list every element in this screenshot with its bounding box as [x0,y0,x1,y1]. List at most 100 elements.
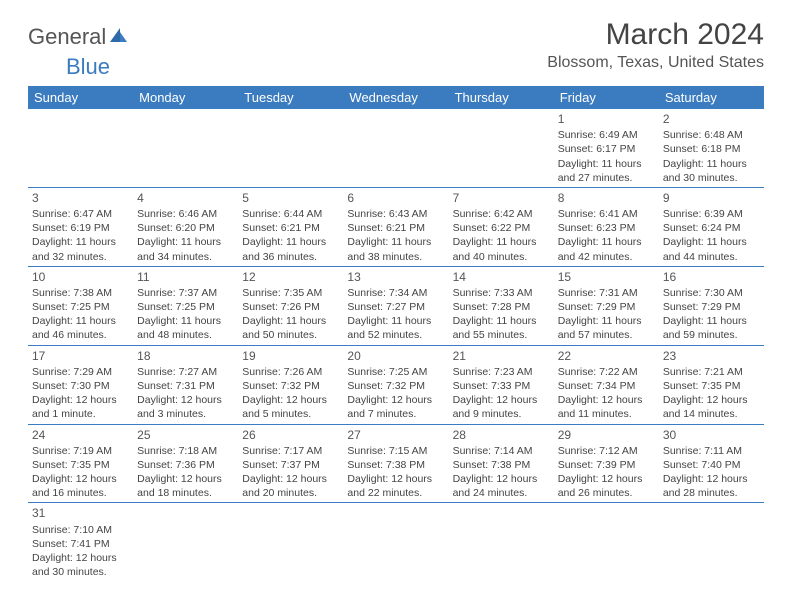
day-detail-line: Sunrise: 7:34 AM [347,286,444,300]
calendar-day-cell: 14Sunrise: 7:33 AMSunset: 7:28 PMDayligh… [449,266,554,345]
day-number: 1 [558,111,655,127]
day-detail-line: and 16 minutes. [32,486,129,500]
day-detail-line: Sunset: 7:36 PM [137,458,234,472]
calendar-day-cell [133,503,238,581]
weekday-header: Sunday [28,86,133,109]
calendar-week-row: 3Sunrise: 6:47 AMSunset: 6:19 PMDaylight… [28,187,764,266]
title-block: March 2024 Blossom, Texas, United States [547,18,764,72]
day-number: 8 [558,190,655,206]
day-detail-line: and 32 minutes. [32,250,129,264]
calendar-week-row: 10Sunrise: 7:38 AMSunset: 7:25 PMDayligh… [28,266,764,345]
day-detail-line: Daylight: 11 hours [663,235,760,249]
day-detail-line: Daylight: 12 hours [453,472,550,486]
calendar-day-cell [133,109,238,187]
day-number: 16 [663,269,760,285]
weekday-header: Thursday [449,86,554,109]
calendar-day-cell: 18Sunrise: 7:27 AMSunset: 7:31 PMDayligh… [133,345,238,424]
day-detail-line: Daylight: 11 hours [137,314,234,328]
day-detail-line: Sunrise: 7:25 AM [347,365,444,379]
day-detail-line: Daylight: 12 hours [663,472,760,486]
day-detail-line: Sunrise: 7:26 AM [242,365,339,379]
calendar-day-cell: 16Sunrise: 7:30 AMSunset: 7:29 PMDayligh… [659,266,764,345]
calendar-day-cell: 17Sunrise: 7:29 AMSunset: 7:30 PMDayligh… [28,345,133,424]
day-number: 11 [137,269,234,285]
weekday-header: Saturday [659,86,764,109]
day-detail-line: Sunrise: 7:21 AM [663,365,760,379]
day-detail-line: and 50 minutes. [242,328,339,342]
day-detail-line: Sunset: 7:27 PM [347,300,444,314]
day-detail-line: Sunrise: 7:33 AM [453,286,550,300]
calendar-day-cell: 2Sunrise: 6:48 AMSunset: 6:18 PMDaylight… [659,109,764,187]
day-detail-line: Sunrise: 7:30 AM [663,286,760,300]
logo-text-general: General [28,24,106,50]
day-detail-line: Daylight: 12 hours [453,393,550,407]
day-detail-line: Sunset: 7:35 PM [663,379,760,393]
day-detail-line: Sunset: 7:25 PM [137,300,234,314]
day-detail-line: Sunrise: 7:37 AM [137,286,234,300]
calendar-day-cell: 7Sunrise: 6:42 AMSunset: 6:22 PMDaylight… [449,187,554,266]
day-detail-line: and 44 minutes. [663,250,760,264]
day-number: 5 [242,190,339,206]
calendar-week-row: 31Sunrise: 7:10 AMSunset: 7:41 PMDayligh… [28,503,764,581]
calendar-day-cell: 20Sunrise: 7:25 AMSunset: 7:32 PMDayligh… [343,345,448,424]
calendar-day-cell: 31Sunrise: 7:10 AMSunset: 7:41 PMDayligh… [28,503,133,581]
weekday-header: Monday [133,86,238,109]
day-number: 24 [32,427,129,443]
day-detail-line: Sunrise: 6:43 AM [347,207,444,221]
day-detail-line: Daylight: 12 hours [558,393,655,407]
day-detail-line: Daylight: 11 hours [32,235,129,249]
day-detail-line: and 5 minutes. [242,407,339,421]
day-detail-line: Sunset: 7:39 PM [558,458,655,472]
day-detail-line: Sunrise: 7:29 AM [32,365,129,379]
day-detail-line: and 20 minutes. [242,486,339,500]
day-detail-line: and 55 minutes. [453,328,550,342]
day-detail-line: Sunset: 7:31 PM [137,379,234,393]
day-detail-line: Sunrise: 6:41 AM [558,207,655,221]
day-number: 22 [558,348,655,364]
logo: General [28,24,128,50]
day-detail-line: Daylight: 12 hours [137,472,234,486]
day-detail-line: Sunrise: 7:35 AM [242,286,339,300]
calendar-day-cell: 9Sunrise: 6:39 AMSunset: 6:24 PMDaylight… [659,187,764,266]
day-detail-line: and 27 minutes. [558,171,655,185]
calendar-day-cell [343,109,448,187]
day-number: 29 [558,427,655,443]
day-number: 20 [347,348,444,364]
day-detail-line: Sunset: 6:18 PM [663,142,760,156]
day-number: 28 [453,427,550,443]
day-detail-line: Daylight: 11 hours [558,157,655,171]
day-detail-line: Sunset: 7:30 PM [32,379,129,393]
logo-sail-icon [108,24,128,50]
day-detail-line: Daylight: 11 hours [137,235,234,249]
day-detail-line: and 57 minutes. [558,328,655,342]
day-detail-line: Sunset: 6:19 PM [32,221,129,235]
day-detail-line: Daylight: 12 hours [347,393,444,407]
day-number: 6 [347,190,444,206]
weekday-header: Friday [554,86,659,109]
day-detail-line: and 7 minutes. [347,407,444,421]
day-detail-line: and 28 minutes. [663,486,760,500]
day-detail-line: and 11 minutes. [558,407,655,421]
calendar-day-cell: 10Sunrise: 7:38 AMSunset: 7:25 PMDayligh… [28,266,133,345]
calendar-week-row: 1Sunrise: 6:49 AMSunset: 6:17 PMDaylight… [28,109,764,187]
day-detail-line: Sunset: 7:32 PM [242,379,339,393]
calendar-day-cell: 8Sunrise: 6:41 AMSunset: 6:23 PMDaylight… [554,187,659,266]
day-detail-line: Sunset: 6:21 PM [347,221,444,235]
day-number: 14 [453,269,550,285]
day-detail-line: and 36 minutes. [242,250,339,264]
day-detail-line: and 24 minutes. [453,486,550,500]
day-detail-line: Sunset: 7:41 PM [32,537,129,551]
day-detail-line: Daylight: 11 hours [347,314,444,328]
day-number: 18 [137,348,234,364]
day-detail-line: and 14 minutes. [663,407,760,421]
day-detail-line: Daylight: 11 hours [32,314,129,328]
day-detail-line: Daylight: 12 hours [32,393,129,407]
day-detail-line: Daylight: 11 hours [242,314,339,328]
day-detail-line: Sunrise: 7:10 AM [32,523,129,537]
day-detail-line: Sunset: 6:21 PM [242,221,339,235]
location: Blossom, Texas, United States [547,54,764,72]
day-number: 23 [663,348,760,364]
day-detail-line: Sunrise: 6:42 AM [453,207,550,221]
calendar-day-cell: 26Sunrise: 7:17 AMSunset: 7:37 PMDayligh… [238,424,343,503]
day-detail-line: Daylight: 11 hours [453,235,550,249]
